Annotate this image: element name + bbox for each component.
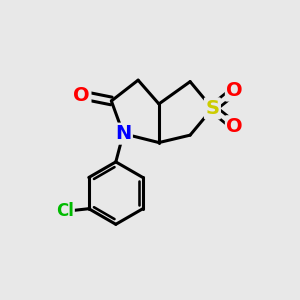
Text: Cl: Cl <box>56 202 74 220</box>
Text: O: O <box>226 117 243 136</box>
Text: O: O <box>226 81 243 100</box>
Text: S: S <box>206 99 219 118</box>
Text: O: O <box>73 85 90 104</box>
Text: N: N <box>115 124 131 143</box>
